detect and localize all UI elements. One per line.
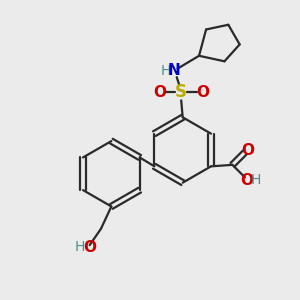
Text: H: H xyxy=(160,64,171,78)
Text: O: O xyxy=(153,85,166,100)
Text: N: N xyxy=(167,63,180,78)
Text: O: O xyxy=(241,142,254,158)
Text: O: O xyxy=(241,173,254,188)
Text: H: H xyxy=(75,240,85,254)
Text: O: O xyxy=(83,240,96,255)
Text: S: S xyxy=(175,83,187,101)
Text: O: O xyxy=(196,85,209,100)
Text: H: H xyxy=(250,173,261,187)
